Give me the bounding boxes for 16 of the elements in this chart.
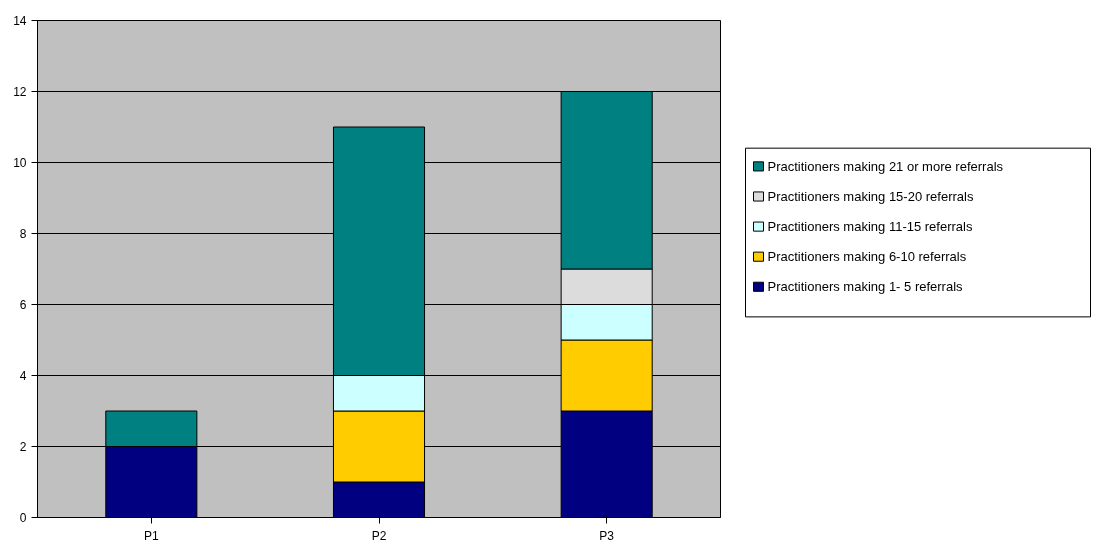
legend-label: Practitioners making 15-20 referrals: [767, 189, 974, 204]
y-tick-label: 6: [19, 298, 27, 312]
y-tick-label: 2: [19, 440, 27, 454]
legend-label: Practitioners making 6-10 referrals: [767, 249, 967, 265]
x-tick-label: P2: [371, 528, 387, 543]
legend-label: Practitioners making 1- 5 referrals: [767, 279, 964, 295]
y-tick-label: 0: [19, 511, 27, 525]
y-tick-label: 12: [13, 85, 27, 99]
x-tick-label: P1: [143, 528, 159, 543]
legend-label: Practitioners making 21 or more referrals: [767, 158, 1004, 174]
y-tick-label: 4: [19, 369, 27, 383]
y-tick-label: 8: [19, 227, 27, 241]
y-tick-label: 14: [13, 14, 27, 28]
legend-label: Practitioners making 11-15 referrals: [767, 219, 973, 235]
x-tick-label: P3: [599, 528, 615, 543]
y-tick-label: 10: [13, 156, 27, 170]
